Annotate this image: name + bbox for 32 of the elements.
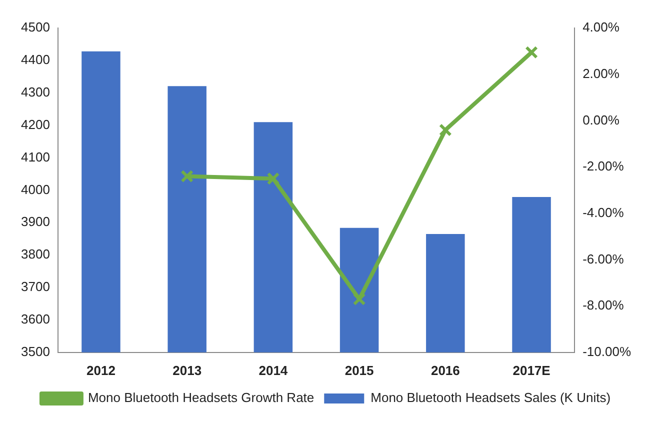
y-tick-label: 4100: [21, 149, 50, 164]
y2-tick-label: -4.00%: [582, 204, 624, 220]
y-tick-label: 3600: [21, 312, 50, 327]
point: [180, 170, 194, 183]
y-tick-label: 4300: [21, 84, 50, 100]
y-tick-label: 3800: [21, 246, 50, 262]
y-tick-label: 4500: [21, 20, 50, 35]
y-tick-label: 4200: [21, 116, 50, 132]
y-tick-label: 4000: [21, 182, 50, 197]
x-tick-label: 2014: [258, 362, 288, 378]
y-tick-label: 3700: [21, 279, 50, 294]
y2-tick-label: 2.00%: [582, 66, 620, 81]
point: [352, 292, 366, 306]
x-tick-label: 2017E: [512, 362, 551, 378]
y2-tick-label: -6.00%: [582, 251, 624, 266]
y2-tick-label: -8.00%: [582, 298, 624, 313]
y2-tick-label: -2.00%: [582, 158, 624, 174]
x-tick-label: 2013: [172, 362, 202, 378]
y-tick-label: 4400: [21, 52, 50, 68]
point: [438, 124, 452, 136]
legend-label: Mono Bluetooth Headsets Sales (K Units): [370, 390, 611, 406]
y2-tick-label: -10.00%: [582, 344, 632, 359]
x-tick-label: 2012: [86, 362, 116, 378]
y-tick-label: 3500: [21, 344, 50, 359]
x-tick-label: 2016: [430, 362, 460, 378]
point: [525, 46, 538, 59]
y2-tick-label: 4.00%: [582, 20, 620, 35]
y-tick-label: 3900: [21, 214, 50, 230]
y2-tick-label: 0.00%: [582, 112, 620, 128]
x-tick-label: 2015: [344, 362, 374, 378]
point: [266, 172, 280, 186]
legend-label: Mono Bluetooth Headsets Growth Rate: [88, 390, 314, 406]
